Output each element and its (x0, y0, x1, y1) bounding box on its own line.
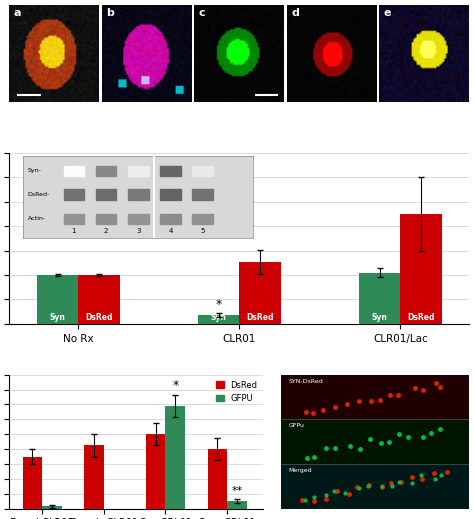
Text: Syn: Syn (372, 313, 388, 322)
Bar (146, 434, 165, 509)
Text: SYN-DsRed: SYN-DsRed (289, 379, 323, 384)
Bar (227, 501, 247, 509)
Text: DsRed: DsRed (407, 313, 435, 322)
Text: b: b (107, 8, 114, 18)
Bar (281, 375, 469, 419)
Text: *: * (172, 379, 178, 392)
Text: d: d (292, 8, 299, 18)
Bar (198, 315, 239, 324)
Bar (37, 275, 78, 324)
Text: DsRed: DsRed (85, 313, 113, 322)
Bar (239, 262, 281, 324)
Text: GFPu: GFPu (289, 424, 305, 428)
Bar (23, 457, 42, 509)
Bar (84, 445, 104, 509)
Bar (400, 214, 442, 324)
Text: a: a (14, 8, 21, 18)
Text: **: ** (231, 486, 243, 496)
Legend: DsRed, GFPU: DsRed, GFPU (214, 379, 259, 404)
Bar (359, 272, 400, 324)
Bar (208, 449, 227, 509)
Bar (281, 464, 469, 509)
Text: Merged: Merged (289, 468, 312, 473)
Text: DsRed: DsRed (246, 313, 274, 322)
Bar (42, 507, 62, 509)
Bar (165, 406, 185, 509)
Bar (281, 419, 469, 464)
Text: *: * (216, 298, 222, 311)
Text: Syn: Syn (50, 313, 66, 322)
Text: c: c (199, 8, 206, 18)
Text: e: e (384, 8, 392, 18)
Bar (78, 275, 120, 324)
Text: Syn: Syn (211, 313, 227, 322)
